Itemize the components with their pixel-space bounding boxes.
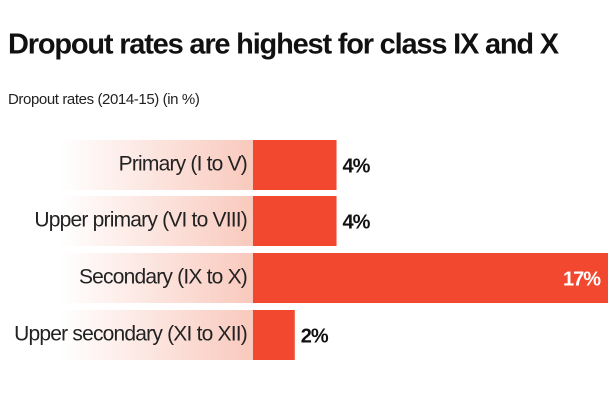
value-label: 17% (563, 268, 601, 290)
category-label: Upper primary (VI to VIII) (34, 209, 247, 232)
row-background (60, 310, 253, 360)
row-background (60, 140, 253, 190)
category-label: Secondary (IX to X) (79, 266, 247, 289)
category-label: Upper secondary (XI to XII) (14, 323, 247, 346)
chart-title: Dropout rates are highest for class IX a… (8, 29, 560, 61)
chart-subtitle: Dropout rates (2014-15) (in %) (8, 91, 200, 108)
bar (253, 310, 295, 360)
bar (253, 253, 608, 303)
value-label: 4% (343, 211, 371, 233)
value-label: 4% (343, 155, 371, 177)
row-background (60, 253, 253, 303)
row-background (60, 196, 253, 246)
value-label: 2% (301, 325, 329, 347)
bar (253, 140, 337, 190)
bar (253, 196, 337, 246)
category-label: Primary (I to V) (119, 153, 247, 176)
